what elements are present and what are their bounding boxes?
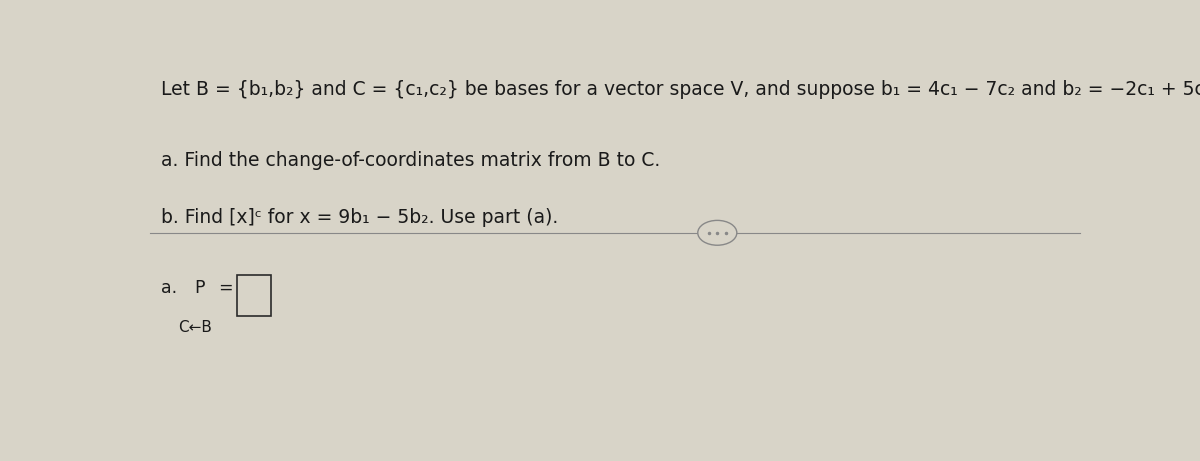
Text: Let B = {b₁,b₂} and C = {c₁,c₂} be bases for a vector space V, and suppose b₁ = : Let B = {b₁,b₂} and C = {c₁,c₂} be bases…	[161, 80, 1200, 99]
Text: a.: a.	[161, 279, 178, 297]
Ellipse shape	[697, 220, 737, 245]
Bar	[238, 275, 271, 316]
Text: b. Find [x]ᶜ for x = 9b₁ − 5b₂. Use part (a).: b. Find [x]ᶜ for x = 9b₁ − 5b₂. Use part…	[161, 208, 558, 227]
Text: C←B: C←B	[178, 320, 211, 335]
Text: =: =	[218, 279, 233, 297]
Text: a. Find the change-of-coordinates matrix from B to C.: a. Find the change-of-coordinates matrix…	[161, 151, 660, 170]
Text: P: P	[194, 279, 205, 297]
